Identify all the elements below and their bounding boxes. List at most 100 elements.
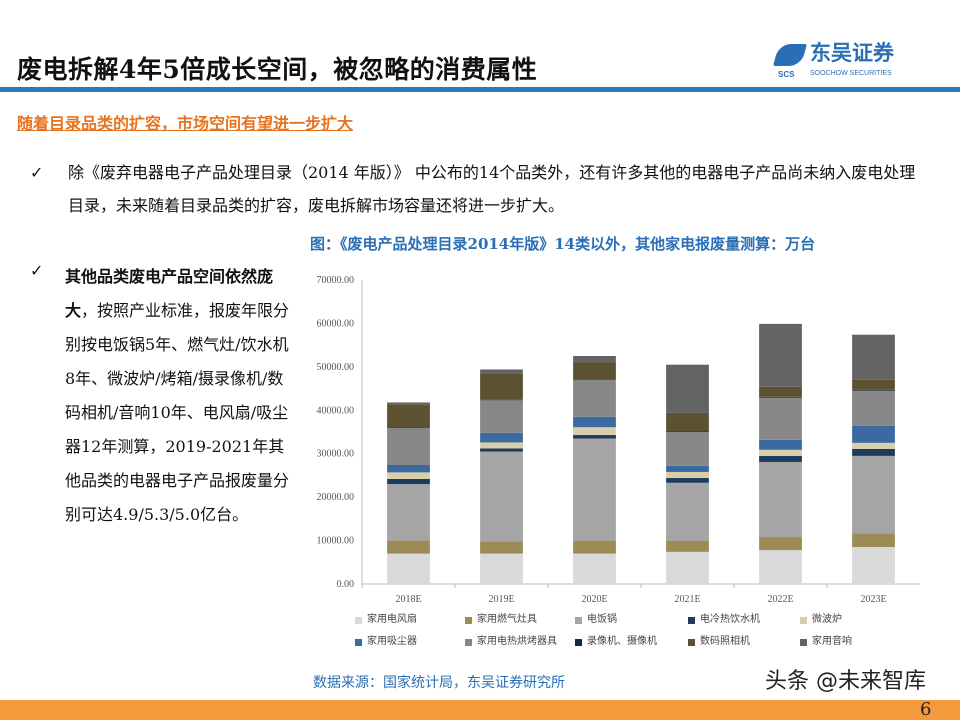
bar-segment bbox=[666, 465, 709, 472]
bar-segment bbox=[852, 448, 895, 456]
company-logo: 东吴证券 SCS SOOCHOW SECURITIES bbox=[773, 41, 926, 82]
legend-label: 微波炉 bbox=[812, 614, 842, 625]
y-tick-label: 20000.00 bbox=[317, 492, 355, 503]
legend-item: 录像机、摄像机 bbox=[575, 636, 657, 648]
bar-segment bbox=[666, 482, 709, 542]
bar-segment bbox=[666, 551, 709, 584]
bar-segment bbox=[387, 484, 430, 541]
bar-segment bbox=[759, 449, 802, 456]
legend-item: 家用燃气灶具 bbox=[465, 614, 537, 626]
bar-segment bbox=[573, 362, 616, 380]
bar-segment bbox=[573, 416, 616, 428]
bullet-text: 除《废弃电器电子产品处理目录（2014 年版）》 中公布的14个品类外，还有许多… bbox=[68, 163, 916, 215]
x-tick-label: 2021E bbox=[674, 594, 700, 605]
bar-segment bbox=[480, 541, 523, 554]
bar-segment bbox=[759, 461, 802, 538]
bar-segment bbox=[666, 432, 709, 466]
legend-label: 家用燃气灶具 bbox=[477, 614, 537, 625]
x-tick-label: 2018E bbox=[395, 594, 421, 605]
bar-segment bbox=[387, 427, 430, 429]
bar-segment bbox=[759, 439, 802, 450]
legend-item: 电冷热饮水机 bbox=[688, 614, 760, 626]
bar-segment bbox=[666, 471, 709, 479]
legend-swatch bbox=[800, 638, 807, 646]
legend-swatch bbox=[355, 638, 362, 646]
bar-segment bbox=[852, 547, 895, 584]
legend-label: 电冷热饮水机 bbox=[700, 614, 760, 625]
bar-segment bbox=[480, 369, 523, 374]
legend-item: 家用电热烘烤器具 bbox=[465, 636, 557, 648]
chart-caption: 图：《废电产品处理目录2014年版》14类以外，其他家电报废量测算：万台 bbox=[310, 235, 816, 253]
page-number: 6 bbox=[920, 699, 932, 720]
bar-segment bbox=[573, 427, 616, 436]
footer-bar bbox=[0, 700, 960, 720]
bar-segment bbox=[573, 438, 616, 541]
bar-segment bbox=[387, 540, 430, 554]
bar-segment bbox=[387, 404, 430, 428]
bar-segment bbox=[759, 396, 802, 398]
logo-text-cn: 东吴证券 bbox=[810, 41, 894, 65]
bar-segment bbox=[387, 402, 430, 405]
bar-segment bbox=[573, 356, 616, 363]
bar-segment bbox=[480, 553, 523, 584]
bar-segment bbox=[852, 533, 895, 548]
x-tick-label: 2020E bbox=[581, 594, 607, 605]
legend-item: 数码照相机 bbox=[688, 636, 750, 648]
legend-item: 家用吸尘器 bbox=[355, 636, 417, 648]
header-divider bbox=[0, 87, 960, 92]
bar-segment bbox=[573, 553, 616, 584]
bar-segment bbox=[759, 455, 802, 462]
bar-segment bbox=[666, 412, 709, 432]
legend-swatch bbox=[355, 616, 362, 624]
legend-swatch bbox=[688, 616, 695, 624]
stacked-bar-chart: 0.00 10000.00 20000.00 30000.00 40000.00 5000… bbox=[317, 275, 920, 605]
bar-segment bbox=[573, 435, 616, 439]
legend-label: 家用吸尘器 bbox=[367, 636, 417, 647]
watermark: 头条 @未来智库 bbox=[765, 669, 926, 694]
bar-segment bbox=[480, 432, 523, 443]
legend-label: 录像机、摄像机 bbox=[587, 636, 657, 647]
check-icon: ✓ bbox=[30, 163, 44, 182]
bar-segment bbox=[480, 400, 523, 433]
bullet-text: ，按照产业标准，报废年限分别按电饭锅5年、燃气灶/饮水机8年、微波炉/烤箱/摄录… bbox=[65, 301, 290, 524]
bullet-paragraph-1: ✓ 除《废弃电器电子产品处理目录（2014 年版）》 中公布的14个品类外，还有… bbox=[30, 156, 930, 222]
bar-segment bbox=[666, 364, 709, 413]
y-tick-label: 30000.00 bbox=[317, 449, 355, 460]
bar-segment bbox=[480, 448, 523, 452]
y-tick-label: 60000.00 bbox=[317, 318, 355, 329]
bar-segment bbox=[852, 379, 895, 390]
y-tick-label: 50000.00 bbox=[317, 362, 355, 373]
bar-segment bbox=[759, 386, 802, 397]
bar-segment bbox=[852, 334, 895, 380]
bar-segment bbox=[759, 550, 802, 584]
section-subtitle: 随着目录品类的扩容，市场空间有望进一步扩大 bbox=[17, 114, 354, 133]
legend-swatch bbox=[800, 616, 807, 624]
bullet-bold-text: 其他品类废电产品空间依然庞大 bbox=[65, 267, 274, 320]
legend-label: 数码照相机 bbox=[700, 636, 750, 647]
data-source: 数据来源：国家统计局，东吴证券研究所 bbox=[313, 675, 565, 691]
bar-segment bbox=[852, 455, 895, 534]
x-tick-label: 2019E bbox=[488, 594, 514, 605]
y-tick-label: 40000.00 bbox=[317, 405, 355, 416]
legend-label: 电饭锅 bbox=[587, 614, 617, 625]
bar-segment bbox=[852, 442, 895, 449]
bar-segment bbox=[387, 465, 430, 473]
bar-segment bbox=[759, 323, 802, 387]
legend-swatch bbox=[465, 638, 472, 646]
legend-item: 家用音响 bbox=[800, 636, 852, 648]
y-tick-label: 10000.00 bbox=[317, 536, 355, 547]
legend-label: 家用音响 bbox=[812, 636, 852, 647]
legend-swatch bbox=[575, 638, 582, 646]
bar-segment bbox=[480, 442, 523, 449]
y-tick-label: 70000.00 bbox=[317, 275, 355, 286]
logo-mark-icon bbox=[773, 44, 807, 66]
bar-segment bbox=[759, 537, 802, 551]
bar-segment bbox=[852, 389, 895, 391]
bar-segment bbox=[573, 379, 616, 417]
legend-swatch bbox=[575, 616, 582, 624]
bar-segment bbox=[387, 478, 430, 485]
bar-segment bbox=[387, 428, 430, 466]
bar-segment bbox=[666, 431, 709, 432]
bar-segment bbox=[480, 373, 523, 400]
logo-text-en: SOOCHOW SECURITIES bbox=[810, 70, 892, 77]
